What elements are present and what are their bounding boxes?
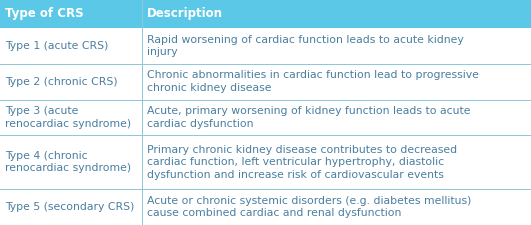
Bar [0, 28, 531, 64]
Text: Type 4 (chronic
renocardiac syndrome): Type 4 (chronic renocardiac syndrome) [5, 151, 131, 173]
Text: Type 3 (acute
renocardiac syndrome): Type 3 (acute renocardiac syndrome) [5, 106, 131, 129]
Bar [0, 64, 531, 99]
Text: Chronic abnormalities in cardiac function lead to progressive
chronic kidney dis: Chronic abnormalities in cardiac functio… [147, 70, 479, 93]
Text: Rapid worsening of cardiac function leads to acute kidney
injury: Rapid worsening of cardiac function lead… [147, 35, 464, 57]
Text: Acute or chronic systemic disorders (e.g. diabetes mellitus)
cause combined card: Acute or chronic systemic disorders (e.g… [147, 196, 472, 218]
Text: Description: Description [147, 7, 224, 20]
Bar [0, 135, 531, 189]
Bar [0, 0, 531, 28]
Text: Acute, primary worsening of kidney function leads to acute
cardiac dysfunction: Acute, primary worsening of kidney funct… [147, 106, 471, 129]
Text: Primary chronic kidney disease contributes to decreased
cardiac function, left v: Primary chronic kidney disease contribut… [147, 145, 457, 180]
Bar [0, 189, 531, 225]
Text: Type 5 (secondary CRS): Type 5 (secondary CRS) [5, 202, 134, 212]
Text: Type 2 (chronic CRS): Type 2 (chronic CRS) [5, 77, 118, 87]
Text: Type of CRS: Type of CRS [5, 7, 83, 20]
Bar [0, 99, 531, 135]
Text: Type 1 (acute CRS): Type 1 (acute CRS) [5, 41, 108, 51]
